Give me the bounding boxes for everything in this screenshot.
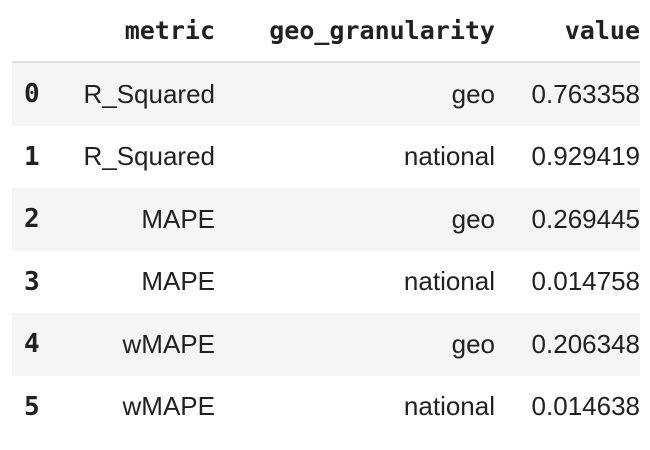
cell-geo-granularity: geo [215, 313, 495, 376]
cell-metric: wMAPE [122, 391, 215, 422]
table-row: 1 R_Squared national 0.929419 [12, 126, 640, 189]
table-row: 5 wMAPE national 0.014638 [12, 376, 640, 439]
dataframe-table: metric geo_granularity value 0 R_Squared g… [12, 0, 640, 438]
cell-value: 0.206348 [495, 313, 640, 376]
row-index: 0 [12, 62, 70, 126]
row-index: 5 [24, 391, 40, 422]
row-index: 4 [12, 313, 70, 376]
cell-geo-granularity: national [403, 266, 495, 297]
table-row: 3 MAPE national 0.014758 [12, 251, 640, 314]
cell-metric: wMAPE [70, 313, 215, 376]
cell-geo-granularity: geo [215, 188, 495, 251]
cell-value: 0.763358 [495, 62, 640, 126]
column-header-geo-granularity: geo_granularity [215, 0, 495, 63]
row-index: 2 [12, 188, 70, 251]
cell-geo-granularity: national [403, 141, 495, 172]
row-index: 3 [24, 266, 40, 297]
header-row: metric geo_granularity value [12, 0, 640, 63]
column-header-metric: metric [70, 0, 215, 63]
cell-value: 0.014758 [531, 266, 640, 297]
cell-metric: R_Squared [70, 62, 215, 126]
cell-metric: MAPE [70, 188, 215, 251]
row-index: 1 [24, 141, 40, 172]
index-header [12, 0, 70, 63]
cell-metric: R_Squared [83, 141, 215, 172]
table-row: 2 MAPE geo 0.269445 [12, 188, 640, 251]
cell-geo-granularity: geo [215, 62, 495, 126]
cell-value: 0.014638 [531, 391, 640, 422]
table-row: 4 wMAPE geo 0.206348 [12, 313, 640, 376]
cell-value: 0.269445 [495, 188, 640, 251]
cell-geo-granularity: national [403, 391, 495, 422]
table-row: 0 R_Squared geo 0.763358 [12, 62, 640, 126]
cell-value: 0.929419 [531, 141, 640, 172]
column-header-value: value [495, 0, 640, 63]
cell-metric: MAPE [141, 266, 215, 297]
